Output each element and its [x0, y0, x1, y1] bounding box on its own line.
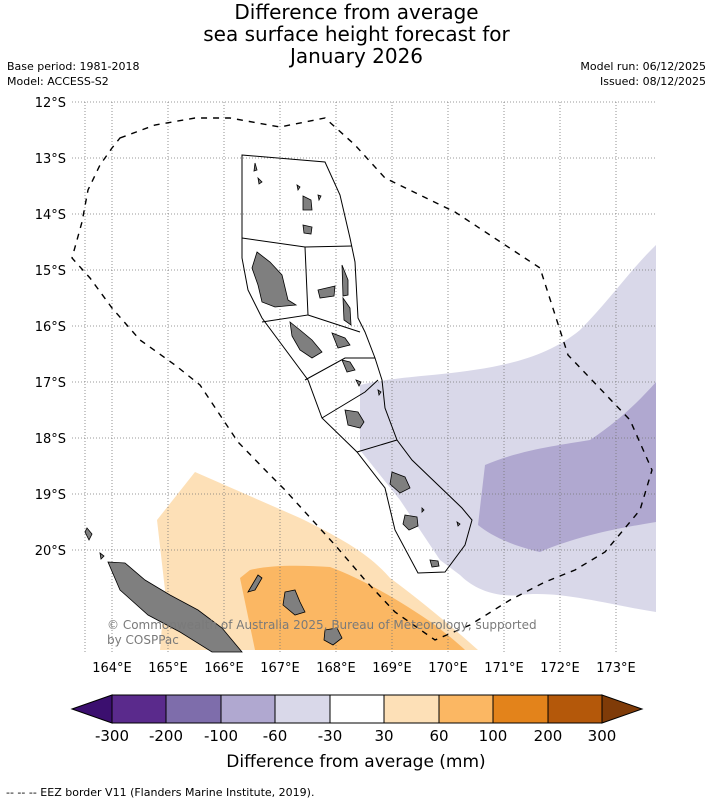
colorbar-tick: -300	[95, 727, 129, 745]
colorbar-tick: -30	[318, 727, 343, 745]
tanna-island	[402, 514, 419, 531]
lat-label: 13°S	[35, 152, 66, 167]
colorbar-tick: 100	[479, 727, 508, 745]
map-title-line-3: January 2026	[289, 44, 424, 68]
lon-label: 168°E	[316, 661, 356, 676]
new-caledonia-island	[107, 561, 243, 653]
colorbar-tick: 30	[374, 727, 393, 745]
colorbar-swatch	[492, 694, 549, 724]
latitude-labels: 12°S 13°S 14°S 15°S 16°S 17°S 18°S 19°S …	[35, 96, 66, 559]
model-run-label: Model run: 06/12/2025	[580, 60, 706, 73]
lon-label: 170°E	[428, 661, 468, 676]
province-boundaries	[241, 154, 473, 574]
orange-zone-island-south	[323, 627, 343, 646]
colorbar-swatch-overflow	[601, 694, 644, 724]
issued-label: Issued: 08/12/2025	[599, 75, 706, 88]
lat-label: 17°S	[35, 376, 66, 391]
colorbar-swatch	[547, 694, 603, 724]
eez-border	[71, 117, 653, 641]
copyright-line-2: by COSPPac	[107, 633, 179, 647]
copyright-line-1: © Commonwealth of Australia 2025, Bureau…	[107, 618, 537, 632]
lon-label: 167°E	[260, 661, 300, 676]
lon-label: 173°E	[596, 661, 636, 676]
colorbar-swatch	[165, 694, 222, 724]
anomaly-orange-region	[240, 565, 465, 650]
model-label: Model: ACCESS-S2	[7, 75, 109, 88]
longitude-labels: 164°E 165°E 166°E 167°E 168°E 169°E 170°…	[92, 661, 636, 676]
colorbar-tick: -200	[149, 727, 183, 745]
lon-label: 171°E	[484, 661, 524, 676]
anomaly-medium-purple-region	[478, 382, 656, 552]
erromango-island	[389, 471, 411, 494]
colorbar-swatch	[438, 694, 494, 724]
colorbar-tick: 60	[429, 727, 448, 745]
lat-label: 19°S	[35, 488, 66, 503]
lat-label: 16°S	[35, 320, 66, 335]
lat-label: 14°S	[35, 208, 66, 223]
lon-label: 164°E	[92, 661, 132, 676]
colorbar-swatch	[220, 694, 276, 724]
eez-footnote: -- -- -- EEZ border V11 (Flanders Marine…	[6, 786, 315, 799]
lon-label: 165°E	[148, 661, 188, 676]
colorbar-tick: -100	[204, 727, 238, 745]
colorbar-tick: 300	[588, 727, 617, 745]
orange-zone-island	[282, 589, 306, 616]
base-period-label: Base period: 1981-2018	[7, 60, 140, 73]
colorbar-swatch-underflow	[70, 694, 113, 724]
land-masses	[84, 162, 461, 653]
colorbar-tick: 200	[534, 727, 563, 745]
colorbar-ticks: -300 -200 -100 -60 -30 30 60 100 200 300	[95, 727, 616, 745]
map-title-line-2: sea surface height forecast for	[203, 22, 510, 46]
lon-label: 166°E	[204, 661, 244, 676]
lon-label: 169°E	[372, 661, 412, 676]
map-grid	[72, 101, 656, 652]
colorbar-swatch	[329, 694, 385, 724]
efate-island	[344, 409, 365, 429]
colorbar-swatch	[383, 694, 440, 724]
lat-label: 20°S	[35, 544, 66, 559]
lat-label: 12°S	[35, 96, 66, 111]
malekula-island	[289, 321, 323, 359]
colorbar-swatch	[111, 694, 167, 724]
colorbar-tick: -60	[263, 727, 288, 745]
lat-label: 18°S	[35, 432, 66, 447]
lon-label: 172°E	[540, 661, 580, 676]
copyright-notice: © Commonwealth of Australia 2025, Bureau…	[107, 618, 537, 647]
espiritu-santo-island	[251, 251, 298, 308]
lat-label: 15°S	[35, 264, 66, 279]
colorbar-swatch	[274, 694, 331, 724]
map-title-line-1: Difference from average	[234, 0, 479, 24]
colorbar	[70, 694, 644, 724]
colorbar-label: Difference from average (mm)	[226, 752, 485, 772]
